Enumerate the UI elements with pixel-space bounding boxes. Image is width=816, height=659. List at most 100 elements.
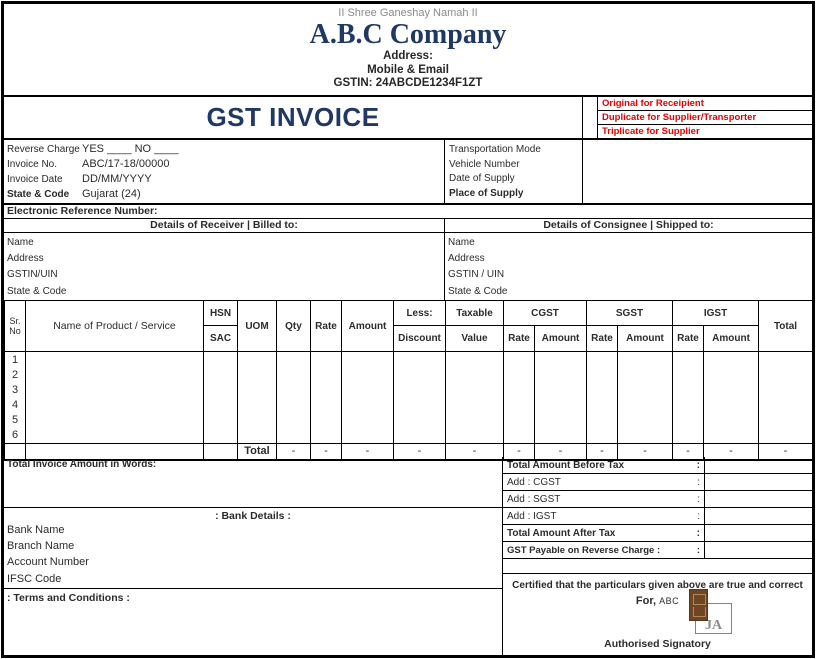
col-header-rate: Rate bbox=[310, 300, 342, 352]
serial-6: 6 bbox=[11, 429, 19, 441]
total-before-tax-label: Total Amount Before Tax bbox=[507, 459, 625, 471]
igst-rate-cell bbox=[672, 351, 705, 444]
consignee-gstin-label: GSTIN / UIN bbox=[448, 269, 505, 281]
logo-monogram-text: JA bbox=[704, 618, 723, 633]
bank-details-title: : Bank Details : bbox=[215, 510, 291, 522]
consignee-fields: Name Address GSTIN / UIN State & Code bbox=[445, 233, 812, 300]
qty-cell bbox=[276, 351, 311, 444]
sgst-amount-cell bbox=[616, 351, 674, 444]
amount-in-words-box: Total Invoice Amount in Words: bbox=[4, 457, 502, 508]
total-cgst-amount: - bbox=[534, 443, 587, 461]
receiver-title: Details of Receiver | Billed to: bbox=[4, 219, 444, 233]
items-body-row: 1 2 3 4 5 6 bbox=[4, 351, 814, 444]
certification-statement: Certified that the particulars given abo… bbox=[512, 580, 803, 591]
parties-section: Details of Receiver | Billed to: Name Ad… bbox=[4, 219, 812, 300]
total-qty: - bbox=[276, 443, 311, 461]
col-header-cgst: CGST bbox=[503, 300, 587, 326]
account-number-label: Account Number bbox=[7, 556, 89, 569]
copy-triplicate-label: Triplicate for Supplier bbox=[598, 124, 812, 138]
certification-for-line: For, ABC bbox=[503, 595, 812, 607]
add-igst-label: Add : IGST bbox=[507, 510, 557, 522]
reverse-charge-label: Reverse Charge bbox=[7, 144, 80, 156]
total-after-tax-colon: : bbox=[696, 527, 700, 539]
col-header-less: Less: bbox=[393, 300, 446, 326]
col-header-total: Total bbox=[758, 300, 814, 352]
bank-name-label: Bank Name bbox=[7, 524, 65, 536]
gst-reverse-charge-label: GST Payable on Reverse Charge : bbox=[507, 544, 661, 556]
add-cgst-label: Add : CGST bbox=[507, 476, 561, 488]
serial-numbers-cell: 1 2 3 4 5 6 bbox=[4, 351, 26, 444]
gst-reverse-charge-colon: : bbox=[696, 544, 700, 556]
col-header-sgst-amount: Amount bbox=[616, 325, 674, 352]
state-code-value: Gujarat (24) bbox=[82, 187, 141, 200]
add-cgst-colon: : bbox=[697, 476, 700, 488]
for-label: For, bbox=[635, 595, 657, 607]
authorised-signatory-label: Authorised Signatory bbox=[604, 638, 711, 650]
consignee-address-label: Address bbox=[448, 253, 485, 265]
add-igst-value bbox=[704, 508, 812, 524]
gst-reverse-charge-value bbox=[704, 542, 812, 558]
gst-reverse-charge-row: GST Payable on Reverse Charge : : bbox=[503, 542, 812, 559]
total-igst-rate: - bbox=[672, 443, 705, 461]
consignee-state-label: State & Code bbox=[448, 285, 508, 297]
logo-stamp-icon bbox=[689, 589, 708, 621]
col-header-product-name: Name of Product / Service bbox=[25, 300, 204, 352]
total-discount: - bbox=[393, 443, 446, 461]
total-after-tax-row: Total Amount After Tax : bbox=[503, 525, 812, 542]
date-of-supply-label: Date of Supply bbox=[449, 173, 515, 185]
invoice-info-section: Reverse Charge YES ____ NO ____ Invoice … bbox=[4, 140, 812, 205]
rate-cell bbox=[310, 351, 342, 444]
items-total-row: Total - - - - - - - - - - - - bbox=[4, 443, 814, 461]
copy-labels: Original for Receipient Duplicate for Su… bbox=[598, 97, 812, 138]
copy-duplicate-label: Duplicate for Supplier/Transporter bbox=[598, 110, 812, 124]
col-header-amount: Amount bbox=[341, 300, 394, 352]
sr-line1: Sr. bbox=[9, 316, 21, 326]
for-company-name: ABC bbox=[659, 596, 680, 606]
bank-fields: Bank Name Branch Name Account Number IFS… bbox=[4, 522, 502, 587]
transport-values-area bbox=[583, 140, 812, 203]
taxable-value-cell bbox=[445, 351, 504, 444]
consignee-title: Details of Consignee | Shipped to: bbox=[445, 219, 812, 233]
col-header-value: Value bbox=[445, 325, 504, 352]
transportation-mode-label: Transportation Mode bbox=[449, 143, 541, 155]
receiver-address-label: Address bbox=[7, 253, 44, 265]
blessing-text: II Shree Ganeshay Namah II bbox=[338, 7, 478, 19]
electronic-reference-label: Electronic Reference Number: bbox=[7, 205, 158, 217]
uom-cell bbox=[237, 351, 277, 444]
total-before-tax-value bbox=[704, 457, 812, 473]
sr-line2: No bbox=[9, 326, 21, 336]
invoice-info-left: Reverse Charge YES ____ NO ____ Invoice … bbox=[4, 140, 445, 203]
line-total-cell bbox=[758, 351, 814, 444]
electronic-reference-row: Electronic Reference Number: bbox=[4, 205, 812, 219]
col-header-sgst-rate: Rate bbox=[586, 325, 618, 352]
transport-info-column: Transportation Mode Vehicle Number Date … bbox=[445, 140, 583, 203]
terms-label: : Terms and Conditions : bbox=[7, 592, 130, 604]
company-contact-label: Mobile & Email bbox=[367, 63, 449, 76]
total-before-tax-colon: : bbox=[696, 459, 700, 471]
line-items-table: Sr. No Name of Product / Service HSN UOM… bbox=[4, 300, 814, 461]
cgst-amount-cell bbox=[534, 351, 587, 444]
receiver-gstin-label: GSTIN/UIN bbox=[7, 269, 58, 281]
company-header: II Shree Ganeshay Namah II A.B.C Company… bbox=[4, 4, 812, 97]
col-header-qty: Qty bbox=[276, 300, 311, 352]
col-header-cgst-amount: Amount bbox=[534, 325, 587, 352]
copy-original-label: Original for Receipient bbox=[602, 98, 704, 109]
serial-1: 1 bbox=[11, 354, 19, 366]
invoice-date-row: Invoice Date DD/MM/YYYY bbox=[4, 173, 444, 185]
bank-details-box: : Bank Details : Bank Name Branch Name A… bbox=[4, 508, 502, 589]
total-amount: - bbox=[341, 443, 394, 461]
invoice-date-label: Invoice Date bbox=[7, 173, 63, 185]
total-sgst-amount: - bbox=[616, 443, 674, 461]
col-header-discount: Discount bbox=[393, 325, 446, 352]
total-after-tax-label: Total Amount After Tax bbox=[507, 527, 616, 539]
add-cgst-value bbox=[704, 474, 812, 490]
state-code-label: State & Code bbox=[7, 188, 70, 200]
ifsc-code-label: IFSC Code bbox=[7, 572, 62, 585]
total-grand: - bbox=[758, 443, 814, 461]
serial-4: 4 bbox=[11, 399, 19, 411]
copy-checkbox-column bbox=[583, 97, 598, 138]
invoice-title: GST INVOICE bbox=[206, 102, 380, 132]
consignee-panel: Details of Consignee | Shipped to: Name … bbox=[445, 219, 812, 300]
add-igst-row: Add : IGST : bbox=[503, 508, 812, 525]
